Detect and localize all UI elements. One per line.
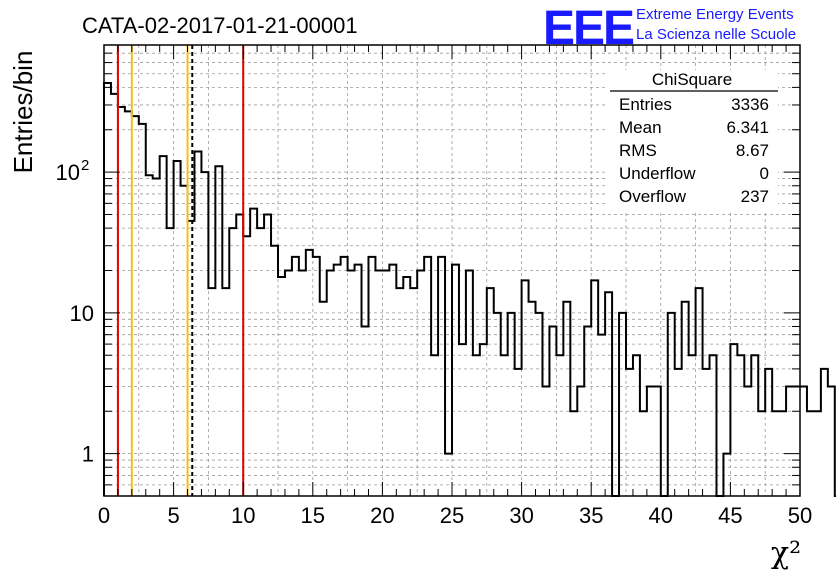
eee-logo: EEE Extreme Energy Events La Scienza nel… — [543, 2, 796, 55]
x-tick-label: 25 — [440, 503, 464, 528]
x-tick-label: 0 — [98, 503, 110, 528]
stats-label-entries: Entries — [619, 95, 672, 114]
eee-logo-mark: EEE — [543, 2, 634, 55]
chart-title: CATA-02-2017-01-21-00001 — [82, 13, 358, 38]
stats-label-mean: Mean — [619, 118, 662, 137]
stats-label-rms: RMS — [619, 141, 657, 160]
stats-value-entries: 3336 — [731, 95, 769, 114]
stats-value-underflow: 0 — [760, 164, 769, 183]
x-tick-label: 15 — [301, 503, 325, 528]
y-tick-label: 1 — [82, 442, 94, 467]
stats-title: ChiSquare — [652, 70, 732, 89]
x-tick-label: 30 — [509, 503, 533, 528]
x-tick-label: 5 — [167, 503, 179, 528]
y-tick-exponent: 2 — [81, 157, 89, 174]
eee-logo-line1: Extreme Energy Events — [636, 6, 794, 23]
stats-value-mean: 6.341 — [726, 118, 769, 137]
y-axis-label: Entries/bin — [8, 51, 38, 174]
eee-logo-line2: La Scienza nelle Scuole — [636, 26, 796, 43]
x-tick-label: 45 — [718, 503, 742, 528]
x-tick-label: 20 — [370, 503, 394, 528]
axis-ticks — [103, 45, 801, 496]
x-tick-label: 10 — [231, 503, 255, 528]
stats-box-background — [606, 70, 778, 210]
y-tick-label: 10 — [56, 160, 80, 185]
stats-label-underflow: Underflow — [619, 164, 696, 183]
stats-box: ChiSquare Entries 3336 Mean 6.341 RMS 8.… — [606, 70, 778, 210]
x-tick-label: 40 — [649, 503, 673, 528]
x-axis-label: χ² — [771, 536, 801, 571]
histogram-series — [103, 81, 836, 497]
x-tick-label: 50 — [788, 503, 812, 528]
stats-value-rms: 8.67 — [736, 141, 769, 160]
x-tick-labels: 0 5 10 15 20 25 30 35 40 45 50 — [98, 503, 812, 528]
stats-value-overflow: 237 — [741, 187, 769, 206]
y-tick-label: 10 — [70, 301, 94, 326]
stats-label-overflow: Overflow — [619, 187, 687, 206]
reference-lines — [116, 45, 245, 496]
x-tick-label: 35 — [579, 503, 603, 528]
